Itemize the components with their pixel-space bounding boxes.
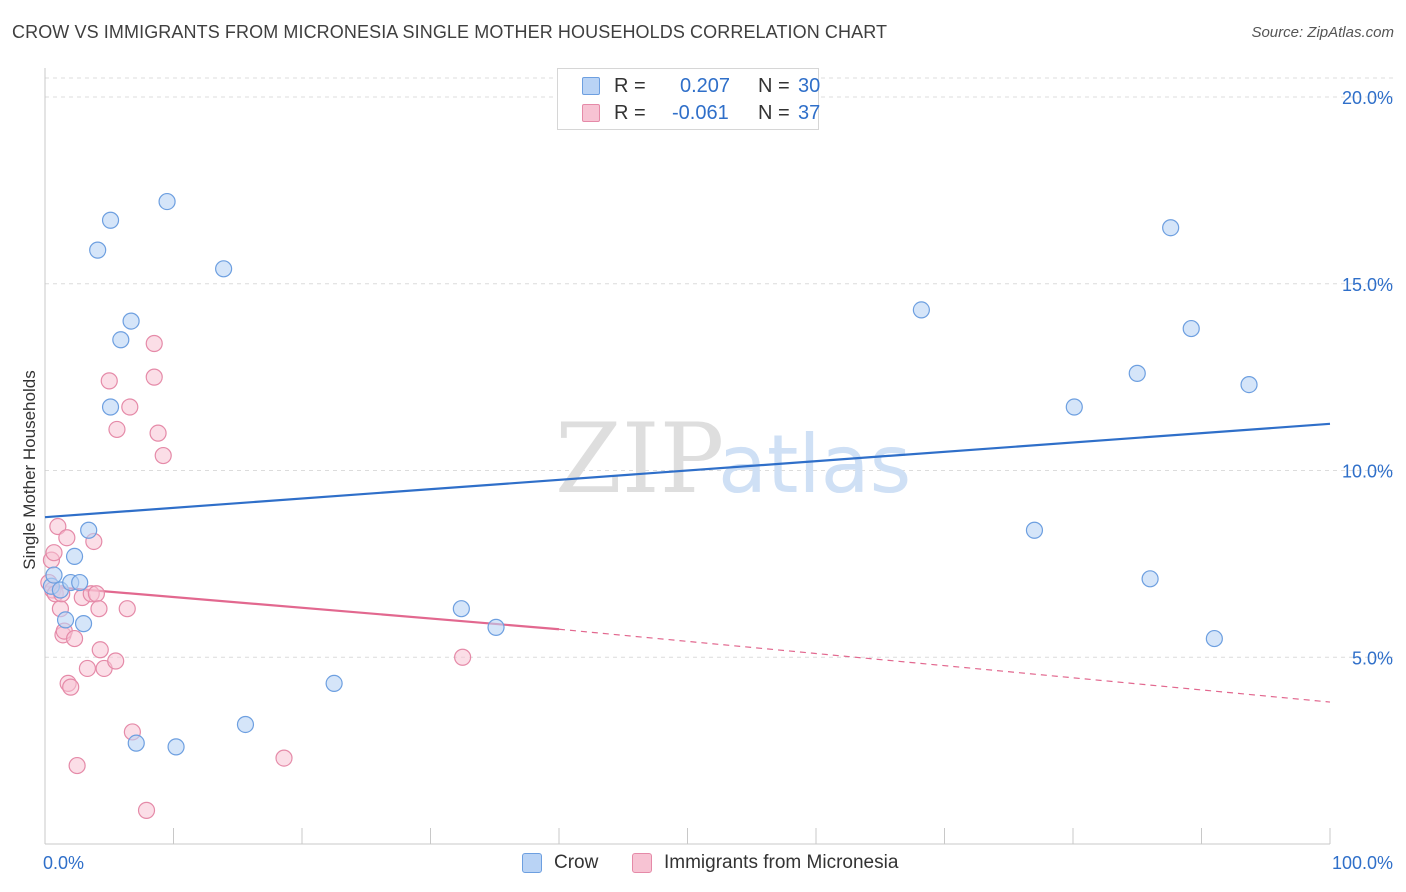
crow-point [487, 618, 505, 636]
crow-r-value: 0.207 [680, 75, 731, 97]
axes [44, 68, 1331, 845]
micronesia-point [154, 446, 172, 465]
crow-n-label: N = [758, 75, 790, 97]
micronesia-point [58, 529, 76, 547]
crow-point [101, 398, 120, 416]
micronesia-legend-label: Immigrants from Micronesia [664, 852, 899, 873]
micronesia-point [121, 398, 139, 416]
crow-point [236, 715, 255, 734]
micronesia-point [118, 600, 136, 618]
crow-point [101, 211, 120, 229]
crow-point [127, 734, 145, 752]
crow-point [80, 521, 98, 539]
crow-point [1240, 375, 1258, 394]
crow-point [158, 192, 176, 211]
micronesia-trend-line [44, 585, 560, 631]
micronesia-legend-swatch-icon [632, 853, 652, 873]
crow-point [74, 615, 93, 633]
micronesia-point [87, 585, 106, 603]
micronesia-point [45, 544, 63, 562]
micronesia-point [454, 648, 472, 666]
crow-point [122, 312, 140, 330]
x-tick-label-max: 100.0% [1332, 853, 1393, 873]
crow-legend-swatch-icon [522, 853, 542, 873]
watermark: ZIP atlas [555, 403, 911, 515]
data-points [40, 192, 1258, 819]
x-tick-label-min: 0.0% [43, 853, 84, 873]
watermark-atlas: atlas [718, 418, 911, 511]
micronesia-point [275, 749, 293, 767]
correlation-legend: R = 0.207 N = 30 R = -0.061 N = 37 [557, 68, 821, 130]
micronesia-point [145, 368, 163, 386]
crow-point [89, 241, 107, 259]
crow-point [912, 301, 930, 319]
micronesia-trend-extension [558, 628, 1331, 703]
crow-point [45, 566, 63, 584]
micronesia-point [149, 424, 167, 442]
crow-point [1065, 398, 1083, 416]
crow-point [1205, 629, 1223, 648]
crow-point [1182, 319, 1200, 338]
crow-point [1141, 570, 1159, 588]
micronesia-r-label: R = [614, 102, 646, 124]
y-axis-label: Single Mother Households [20, 370, 39, 570]
trend-lines [44, 422, 1331, 703]
crow-point [167, 738, 185, 756]
crow-point [71, 573, 89, 592]
crow-point [325, 674, 343, 692]
y-tick-label: 15.0% [1342, 275, 1393, 295]
crow-point [1128, 364, 1146, 382]
crow-point [112, 331, 130, 349]
crow-point [65, 547, 84, 566]
y-tick-label: 10.0% [1342, 462, 1393, 482]
micronesia-n-value: 37 [798, 102, 821, 124]
micronesia-n-label: N = [758, 102, 790, 124]
micronesia-point [108, 420, 126, 439]
micronesia-point [49, 517, 67, 536]
watermark-zip: ZIP [555, 403, 724, 515]
micronesia-point [90, 600, 108, 618]
micronesia-r-value: -0.061 [672, 102, 729, 124]
crow-r-label: R = [614, 75, 646, 97]
crow-point [215, 260, 233, 278]
micronesia-swatch-icon [582, 104, 600, 122]
y-tick-label: 20.0% [1342, 88, 1393, 108]
crow-legend-label: Crow [554, 852, 599, 873]
micronesia-point [62, 678, 80, 696]
micronesia-point [68, 756, 86, 775]
crow-point [452, 600, 470, 618]
micronesia-point [137, 801, 156, 819]
crow-point [56, 611, 75, 629]
micronesia-point [145, 334, 163, 353]
crow-swatch-icon [582, 77, 600, 95]
y-tick-label: 5.0% [1352, 648, 1393, 668]
source-label: Source: ZipAtlas.com [1251, 24, 1394, 41]
micronesia-point [107, 652, 125, 670]
chart-title: CROW VS IMMIGRANTS FROM MICRONESIA SINGL… [12, 22, 888, 42]
gridlines [45, 77, 1395, 658]
micronesia-point [91, 641, 109, 659]
micronesia-point [65, 629, 84, 648]
crow-point [1162, 219, 1180, 237]
crow-point [1025, 521, 1044, 539]
crow-n-value: 30 [798, 75, 821, 97]
crow-trend-line [44, 422, 1331, 519]
micronesia-point [78, 659, 97, 678]
micronesia-point [100, 372, 118, 390]
tick-labels: 5.0% 10.0% 15.0% 20.0% 0.0% 100.0% [43, 88, 1393, 873]
